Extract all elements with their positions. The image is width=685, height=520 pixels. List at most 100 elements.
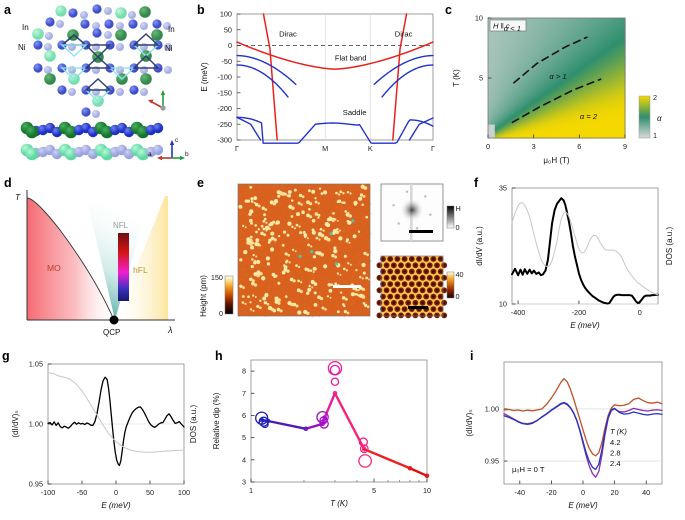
panel-d: d: [0, 172, 195, 344]
data-marker-9: [358, 437, 369, 447]
fft-colorbar: [446, 205, 455, 229]
y-tick-label: 1.00: [485, 405, 499, 414]
y-tick-label: 8: [242, 367, 246, 376]
x-tick-label: 10: [423, 486, 431, 495]
region-label-nfl: NFL: [113, 221, 129, 230]
field-note: H ‖ c: [493, 22, 510, 31]
panel-d-x-axis-label: λ: [167, 325, 172, 335]
dirac-band-red-left: [262, 13, 278, 141]
colorbar-label: α: [657, 114, 662, 123]
x-tick-label: 6: [577, 142, 581, 151]
x-tick-label: -400: [511, 308, 526, 317]
saddle-band-left: [236, 116, 262, 141]
data-marker-7: [329, 364, 341, 376]
axes-indicator-top: [148, 90, 166, 111]
panel-d-y-axis-label: T: [15, 192, 21, 202]
data-marker-1: [258, 416, 269, 427]
fft-bragg-peak: [429, 213, 432, 216]
y-tick-label: -300: [217, 136, 232, 145]
svgG-y-axis-label: (dI/dV)ₙ: [11, 410, 20, 437]
x-tick-label: -40: [515, 488, 526, 497]
annotation-2: Flat band: [335, 54, 367, 63]
height-colorbar-min: 0: [219, 309, 223, 318]
panel-e: e 150 0 Height (pm) H 0 40 0: [195, 172, 464, 344]
region-label-0: α < 1: [504, 24, 521, 33]
svgG-x-axis-label: E (meV): [101, 501, 131, 510]
trend-marker-8: [424, 473, 430, 479]
fft-colorbar-max: H: [456, 204, 461, 213]
dashed-boundary-1: [511, 78, 602, 124]
trend-marker-5: [332, 390, 338, 396]
panel-b-y-axis-label: E (meV): [200, 62, 209, 92]
x-tick-label: 0: [638, 308, 642, 317]
panel-i-label: i: [470, 349, 474, 363]
height-colorbar-label: Height (pm): [199, 275, 208, 317]
annotation-1: Dirac: [395, 30, 413, 39]
panel-c-x-axis-label: μ₀H (T): [543, 156, 569, 165]
colorbar: [638, 95, 651, 139]
blue-band-2: [373, 54, 434, 86]
panel-g-normalized-didv: -100 -50 0 50 100 0.95 1.00 1.05 E (meV) (dI/dV)ₙ…: [11, 360, 198, 510]
blue-band-3: [236, 64, 289, 98]
panel-h-relative-dip: 1 5 10 3 4 5 6 7 8 T (K) Relative dip (%): [212, 359, 431, 508]
x-tick-label: -200: [572, 308, 587, 317]
lattice-frame: [380, 255, 444, 317]
region-label-mo: MO: [47, 263, 61, 273]
panel-i: i -40 -20 0 20 40 0.95 1.00 E (meV) (dI/dV)ₙ μ₀H …: [450, 344, 685, 520]
plot-frame: [511, 187, 659, 305]
label-in-dark: In: [168, 25, 175, 34]
panel-e-stm-topography: 150 0 Height (pm) H 0 40 0: [199, 183, 464, 319]
y-tick-label: 7: [242, 389, 246, 398]
panel-a-crystal-structure: In Ni In Ni: [18, 4, 189, 161]
x-tick-label: 5: [372, 486, 376, 495]
panel-g: g -100 -50 0 50 100 0.95 1.00 1.05 E (meV) (dI/dV…: [0, 344, 205, 520]
trend-marker-2: [303, 426, 309, 432]
panel-a: a: [0, 0, 195, 172]
y-tick-label: 0.95: [29, 480, 43, 489]
y-tick-label: 5: [479, 74, 483, 83]
svgF-y-axis-label: dI/dV (a.u.): [475, 226, 484, 266]
fft-central-spot: [400, 198, 424, 222]
blue-band-1: [236, 54, 297, 86]
lattice-colorbar-min: 0: [456, 292, 460, 301]
x-tick-label: 40: [642, 488, 650, 497]
label-ni-light: Ni: [18, 43, 26, 52]
trend-line-segment-6: [363, 447, 412, 470]
panel-a-label: a: [4, 3, 11, 17]
label-ni-dark: Ni: [165, 44, 173, 53]
series-T-4.2: [503, 378, 663, 457]
data-marker-11: [358, 454, 372, 468]
scale-bar-fft: [409, 230, 433, 233]
colorbar-max-label: 2: [653, 93, 657, 102]
trend-line-segment-1: [266, 419, 308, 430]
plot-frame: [250, 359, 428, 483]
legend-item-0: 4.2: [610, 438, 621, 447]
svgI-x-axis-label: E (meV): [568, 501, 598, 510]
panel-c-y-axis-label: T (K): [452, 69, 461, 87]
topography-frame: [237, 183, 371, 317]
y-tick-label: -150: [217, 88, 232, 97]
y-tick-label: 50: [224, 25, 232, 34]
panel-i-temperature-dependence: -40 -20 0 20 40 0.95 1.00 E (meV) (dI/dV)ₙ μ₀H = …: [465, 361, 663, 510]
region-label-hfl: hFL: [133, 265, 148, 275]
lattice-colorbar: [446, 271, 455, 299]
y-tick-label: 10: [499, 300, 507, 309]
panel-b-label: b: [197, 3, 205, 17]
series-dft-dos: [511, 202, 659, 296]
y-tick-label: 10: [475, 14, 483, 23]
trend-line-segment-7: [408, 467, 429, 477]
x-tick-label: 100: [178, 488, 190, 497]
panel-g-label: g: [2, 349, 10, 363]
legend-item-2: 2.4: [610, 459, 621, 468]
x-tick-label: Γ: [431, 144, 435, 153]
panel-b: b Γ M K Γ 100 50 0 -50 -100 -150 -200 -250 -300 Dirac…: [195, 0, 443, 172]
y-tick-label: 0.95: [485, 457, 499, 466]
x-tick-label: M: [322, 144, 328, 153]
x-tick-label: 20: [611, 488, 619, 497]
y-tick-label: 6: [242, 411, 246, 420]
series-dft-dos: [47, 371, 185, 453]
series-T-2.4: [503, 401, 663, 471]
axes-indicator-bottom: c a b: [148, 137, 189, 161]
label-in-light: In: [22, 23, 29, 32]
